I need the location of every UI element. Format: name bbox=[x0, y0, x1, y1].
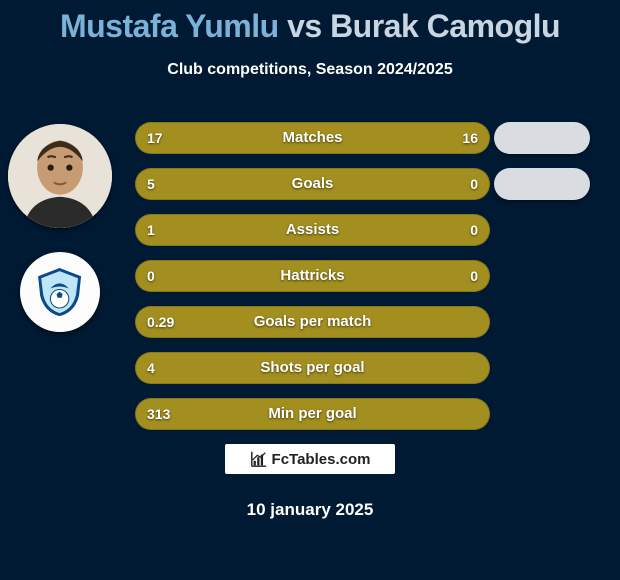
player1-name: Mustafa Yumlu bbox=[60, 8, 279, 44]
player2-club-badge bbox=[20, 252, 100, 332]
stat-label: Matches bbox=[135, 122, 490, 154]
branding-text: FcTables.com bbox=[272, 451, 371, 468]
stat-value-right: 0 bbox=[470, 260, 478, 292]
stats-rows: Matches1716Goals50Assists10Hattricks00Go… bbox=[135, 122, 490, 444]
stat-value-left: 4 bbox=[147, 352, 155, 384]
stat-row: Matches17 16 bbox=[135, 122, 490, 154]
subtitle: Club competitions, Season 2024/2025 bbox=[0, 61, 620, 79]
stat-label: Goals per match bbox=[135, 306, 490, 338]
branding-badge: FcTables.com bbox=[225, 444, 395, 474]
right-pill bbox=[494, 168, 590, 200]
right-pill bbox=[494, 122, 590, 154]
player1-avatar bbox=[8, 124, 112, 228]
stat-value-right: 0 bbox=[470, 168, 478, 200]
stat-row: Assists1 0 bbox=[135, 214, 490, 246]
stat-value-left: 17 bbox=[147, 122, 163, 154]
stat-row: Goals5 0 bbox=[135, 168, 490, 200]
date-label: 10 january 2025 bbox=[0, 500, 620, 520]
stat-value-left: 5 bbox=[147, 168, 155, 200]
player2-name: Burak Camoglu bbox=[330, 8, 560, 44]
stat-label: Min per goal bbox=[135, 398, 490, 430]
stat-value-left: 0 bbox=[147, 260, 155, 292]
stat-label: Assists bbox=[135, 214, 490, 246]
vs-text: vs bbox=[287, 8, 322, 44]
stat-label: Hattricks bbox=[135, 260, 490, 292]
stat-row: Hattricks0 0 bbox=[135, 260, 490, 292]
chart-icon bbox=[250, 450, 268, 468]
stat-value-left: 1 bbox=[147, 214, 155, 246]
comparison-title: Mustafa Yumlu vs Burak Camoglu bbox=[0, 0, 620, 45]
stat-row: Min per goal313 bbox=[135, 398, 490, 430]
stat-row: Goals per match0.29 bbox=[135, 306, 490, 338]
stat-value-left: 0.29 bbox=[147, 306, 174, 338]
stat-row: Shots per goal4 bbox=[135, 352, 490, 384]
stat-value-left: 313 bbox=[147, 398, 170, 430]
stat-label: Shots per goal bbox=[135, 352, 490, 384]
stat-value-right: 0 bbox=[470, 214, 478, 246]
stat-value-right: 16 bbox=[462, 122, 478, 154]
stat-label: Goals bbox=[135, 168, 490, 200]
